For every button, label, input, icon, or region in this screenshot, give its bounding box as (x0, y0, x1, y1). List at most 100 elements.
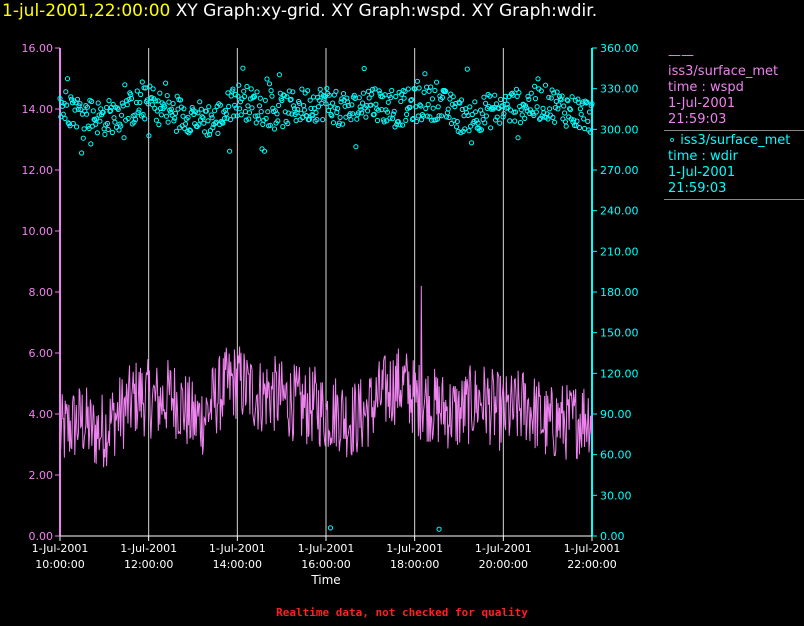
x-tick-date: 1-Jul-2001 (32, 542, 89, 555)
wdir-point (516, 90, 522, 96)
wdir-point (316, 97, 322, 103)
wdir-point (560, 116, 566, 122)
wdir-point (482, 120, 488, 126)
wdir-point (340, 121, 346, 127)
wdir-point (204, 132, 210, 138)
wdir-point (156, 122, 162, 128)
wdir-point (365, 108, 371, 114)
wdir-point (389, 87, 395, 94)
wdir-point (60, 111, 66, 117)
wdir-point (372, 86, 378, 92)
wdir-point (180, 113, 186, 119)
wdir-point (79, 150, 85, 156)
wdir-point (497, 120, 503, 126)
wdir-point (108, 108, 114, 114)
wdir-point (323, 101, 329, 107)
wdir-point (255, 113, 261, 119)
wdir-point (522, 115, 528, 122)
wdir-point (330, 100, 336, 106)
x-tick-date: 1-Jul-2001 (475, 542, 532, 555)
wdir-point (246, 116, 252, 122)
wdir-point (307, 97, 313, 103)
wdir-point (248, 86, 254, 92)
wdir-point (359, 110, 365, 116)
wdir-point (462, 126, 468, 132)
wdir-point (284, 94, 290, 100)
wdir-point (578, 111, 584, 117)
wdir-point (381, 119, 387, 125)
wdir-point (246, 110, 253, 116)
wdir-point (330, 120, 337, 126)
wdir-point (571, 117, 577, 123)
wdir-point (326, 92, 332, 98)
wdir-point (227, 117, 233, 123)
x-tick-date: 1-Jul-2001 (298, 542, 355, 555)
wdir-point (162, 104, 168, 110)
wdir-point (195, 110, 201, 116)
wdir-point (415, 113, 421, 119)
wdir-point (446, 114, 452, 121)
wdir-point (78, 106, 84, 113)
wdir-point (206, 104, 212, 110)
wdir-point (89, 98, 95, 105)
legend: ——iss3/surface_met time : wspd 1-Jul-200… (664, 46, 804, 200)
wdir-point (468, 123, 474, 129)
wdir-point (288, 96, 294, 103)
wdir-point (407, 104, 413, 111)
wdir-point (458, 130, 464, 136)
wdir-point (177, 97, 184, 103)
wdir-point (285, 120, 291, 127)
wdir-point (235, 93, 241, 99)
wdir-point (286, 88, 292, 94)
wdir-point (242, 109, 248, 115)
wdir-point (222, 115, 228, 122)
wdir-point (429, 96, 435, 102)
wdir-point (390, 111, 396, 117)
wdir-point (104, 104, 110, 111)
wdir-point (441, 88, 447, 95)
wdir-point (152, 105, 158, 112)
wdir-point (414, 118, 420, 125)
wdir-point (315, 104, 322, 110)
wdir-point (165, 119, 171, 125)
wdir-point (459, 106, 465, 113)
wdir-point (513, 86, 520, 92)
wdir-point (256, 103, 263, 109)
x-axis-label: Time (310, 573, 340, 587)
right-tick-label: 210.00 (600, 245, 639, 258)
wdir-point (217, 102, 223, 108)
wdir-point (371, 111, 377, 118)
legend-time-wdir: 21:59:03 (668, 181, 727, 196)
wdir-point (295, 106, 301, 113)
x-tick-date: 1-Jul-2001 (564, 542, 621, 555)
wdir-point (442, 88, 448, 94)
wdir-point (263, 115, 269, 122)
wdir-point (163, 113, 169, 119)
wdir-point (271, 126, 278, 132)
wdir-point (347, 111, 353, 117)
wdir-point (469, 111, 475, 118)
wdir-point (215, 130, 221, 136)
left-tick-label: 10.00 (22, 225, 54, 238)
wdir-point (126, 96, 132, 103)
wdir-point (512, 109, 519, 115)
wdir-point (399, 122, 406, 128)
wdir-point (472, 99, 478, 105)
wdir-point (448, 120, 455, 127)
wdir-point (137, 99, 143, 106)
wdir-point (243, 117, 249, 123)
wdir-point (80, 135, 86, 141)
wdir-point (563, 123, 569, 129)
wdir-point (475, 120, 481, 126)
wdir-point (428, 84, 434, 90)
wdir-point (353, 144, 359, 150)
wdir-point (212, 108, 218, 114)
wdir-point (408, 97, 414, 104)
left-tick-label: 4.00 (29, 408, 54, 421)
wdir-point (171, 118, 177, 124)
legend-date-wspd: 1-Jul-2001 (668, 96, 736, 111)
right-tick-label: 60.00 (600, 449, 632, 462)
wdir-point (290, 89, 296, 95)
wdir-point (368, 102, 374, 108)
wdir-point (187, 127, 193, 133)
